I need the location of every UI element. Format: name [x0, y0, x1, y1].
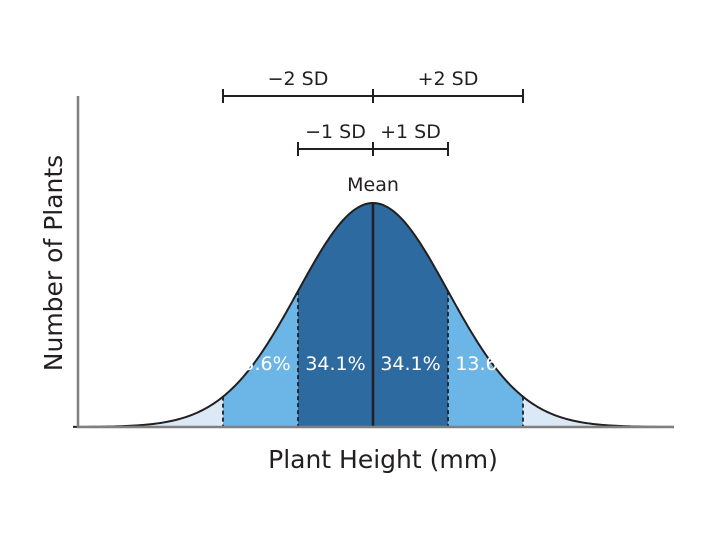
bracket-label-3: +1 SD	[380, 121, 441, 143]
band-label-1: 13.6%	[230, 353, 290, 375]
band-area-3	[373, 203, 448, 427]
band-labels: 13.6% 34.1% 34.1% 13.6%	[230, 353, 515, 375]
sd-brackets: −2 SD +2 SD −1 SD +1 SD	[222, 68, 524, 156]
band-area-2	[298, 203, 373, 427]
sd-bracket-0: −2 SD	[222, 68, 374, 103]
bracket-label-0: −2 SD	[268, 68, 329, 90]
bracket-label-2: −1 SD	[305, 121, 366, 143]
band-label-4: 13.6%	[455, 353, 515, 375]
band-label-3: 34.1%	[380, 353, 440, 375]
mean-label: Mean	[347, 174, 399, 196]
x-axis-label: Plant Height (mm)	[268, 445, 498, 474]
band-area-0	[148, 396, 223, 427]
sd-bracket-1: +2 SD	[372, 68, 524, 103]
band-area-5	[523, 396, 598, 427]
band-label-2: 34.1%	[305, 353, 365, 375]
sd-divider-lines	[222, 291, 524, 427]
axes	[76, 96, 674, 429]
y-axis-label: Number of Plants	[39, 155, 68, 371]
sd-bracket-2: −1 SD	[297, 121, 374, 156]
sd-bracket-3: +1 SD	[372, 121, 449, 156]
bracket-label-1: +2 SD	[418, 68, 479, 90]
